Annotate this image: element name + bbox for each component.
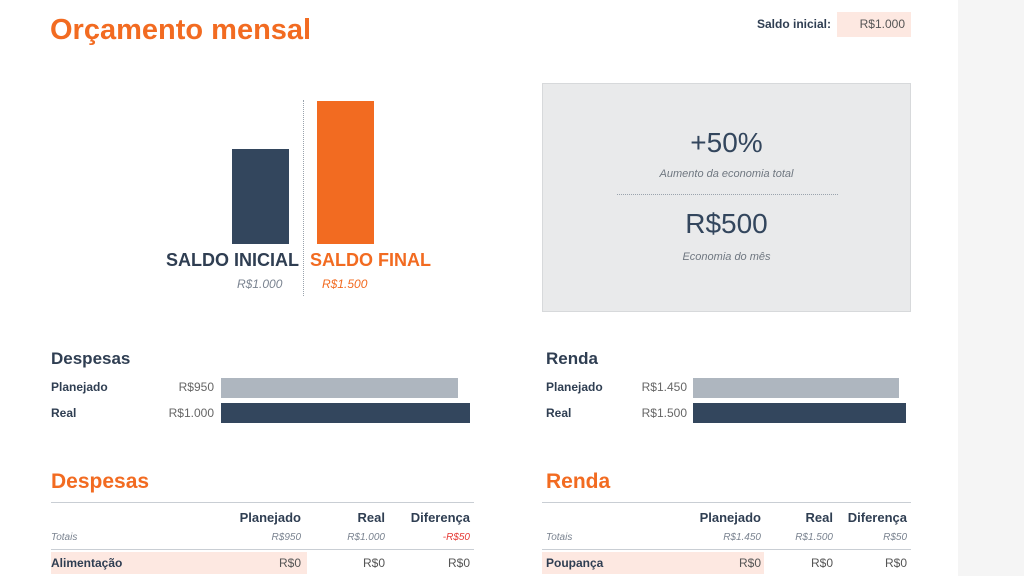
- row-difference: R$0: [447, 556, 470, 570]
- row-actual: R$0: [810, 556, 833, 570]
- table-row[interactable]: [542, 552, 764, 574]
- initial-balance-amount: R$1.000: [237, 277, 283, 291]
- table-row[interactable]: [51, 552, 307, 574]
- summary-separator: [617, 194, 838, 195]
- expenses-table-title: Despesas: [51, 470, 150, 493]
- row-planned: R$0: [738, 556, 761, 570]
- column-header-planned: Planejado: [699, 510, 761, 525]
- totals-label: Totais: [546, 532, 573, 543]
- expenses-table: Planejado Real Diferença Totais R$950 R$…: [51, 502, 474, 576]
- monthly-savings-label: Economia do mês: [682, 251, 771, 263]
- final-balance-bar: [317, 101, 374, 244]
- income-chart-title: Renda: [546, 349, 598, 368]
- expenses-planned-bar: [221, 378, 458, 398]
- income-actual-bar: [693, 403, 906, 423]
- final-balance-amount: R$1.500: [322, 277, 368, 291]
- initial-balance-caption: SALDO INICIAL: [166, 250, 299, 270]
- income-table: Planejado Real Diferença Totais R$1.450 …: [542, 502, 911, 576]
- totals-planned: R$1.450: [723, 532, 761, 543]
- expenses-actual-amount: R$1.000: [168, 406, 214, 420]
- totals-actual: R$1.500: [795, 532, 833, 543]
- table-rule: [542, 549, 911, 550]
- totals-planned: R$950: [271, 532, 301, 543]
- chart-divider: [303, 100, 304, 296]
- row-label-poupanca: Poupança: [546, 556, 604, 570]
- column-header-actual: Real: [805, 510, 833, 525]
- income-actual-label: Real: [546, 406, 572, 420]
- row-planned: R$0: [278, 556, 301, 570]
- final-balance-caption: SALDO FINAL: [310, 250, 431, 270]
- expenses-actual-bar: [221, 403, 470, 423]
- income-planned-label: Planejado: [546, 380, 603, 394]
- row-actual: R$0: [362, 556, 385, 570]
- column-header-difference: Diferença: [410, 510, 470, 525]
- monthly-savings-value: R$500: [685, 208, 768, 239]
- budget-sheet: Orçamento mensal Saldo inicial: R$1.000 …: [50, 12, 911, 576]
- row-difference: R$0: [884, 556, 907, 570]
- row-label-alimentacao: Alimentação: [51, 556, 123, 570]
- initial-balance-bar: [232, 148, 289, 244]
- expenses-planned-label: Planejado: [51, 380, 108, 394]
- initial-balance-label: Saldo inicial:: [757, 17, 832, 31]
- income-table-title: Renda: [546, 470, 611, 493]
- totals-actual: R$1.000: [347, 532, 385, 543]
- column-header-planned: Planejado: [239, 510, 301, 525]
- savings-increase-value: +50%: [690, 127, 763, 158]
- column-header-actual: Real: [357, 510, 385, 525]
- totals-difference: R$50: [883, 532, 907, 543]
- income-planned-amount: R$1.450: [641, 380, 687, 394]
- income-planned-bar: [693, 378, 899, 398]
- expenses-planned-amount: R$950: [178, 380, 214, 394]
- savings-increase-label: Aumento da economia total: [659, 168, 794, 180]
- expenses-actual-label: Real: [51, 406, 77, 420]
- table-rule: [51, 549, 474, 550]
- income-actual-amount: R$1.500: [641, 406, 687, 420]
- savings-summary-box: +50% Aumento da economia total R$500 Eco…: [542, 83, 911, 312]
- expenses-chart-title: Despesas: [51, 349, 131, 368]
- page-title: Orçamento mensal: [50, 14, 312, 46]
- initial-balance-input[interactable]: R$1.000: [837, 12, 911, 37]
- column-header-difference: Diferença: [847, 510, 907, 525]
- table-rule: [542, 502, 911, 503]
- totals-label: Totais: [51, 532, 78, 543]
- totals-difference: -R$50: [442, 532, 470, 543]
- table-rule: [51, 502, 474, 503]
